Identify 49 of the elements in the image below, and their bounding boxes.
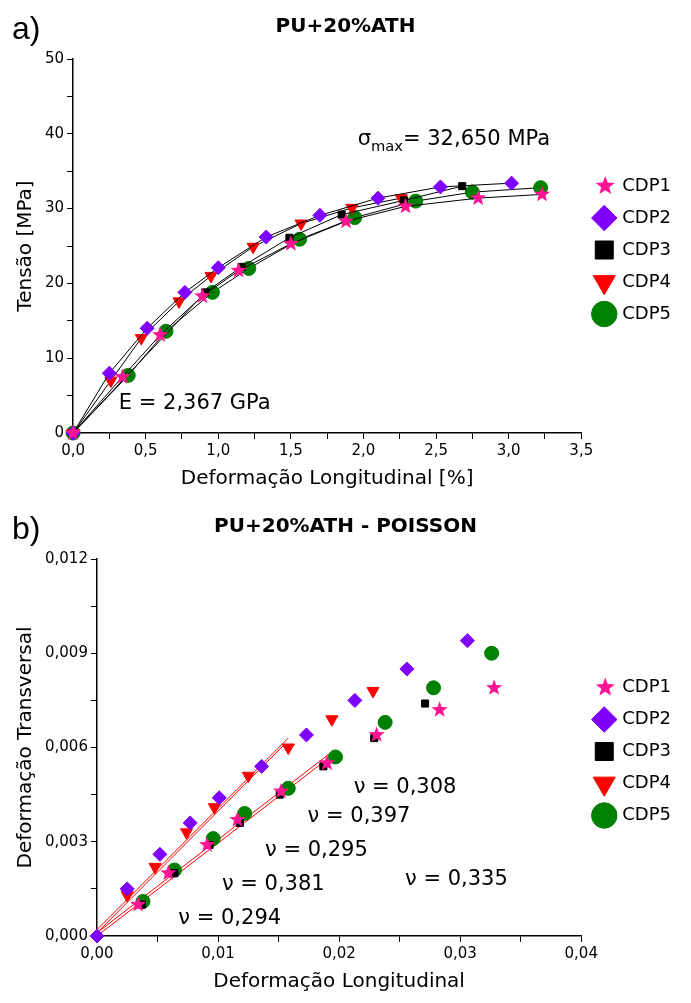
legend-label: CDP3 [622,739,672,761]
x-tick-label: 0,00 [80,943,114,962]
annotation: ν = 0,308 [353,773,457,798]
x-tick-label: 1,5 [278,440,303,459]
y-tick-label: 0,000 [44,925,88,944]
y-tick-label: 0,009 [44,643,88,662]
legend-label: CDP4 [622,771,672,793]
legend-label: CDP5 [622,803,672,825]
y-axis-title: Deformação Transversal [12,626,37,869]
y-tick-label: 10 [44,348,65,367]
y-tick-label: 0,003 [44,831,88,850]
y-axis-title: Tensão [MPa] [12,180,37,313]
y-tick-label: 0,012 [44,548,88,567]
x-tick-label: 3,5 [569,440,594,459]
legend-label: CDP3 [622,237,672,259]
x-axis-title: Deformação Longitudinal [%] [180,465,474,490]
legend-label: CDP2 [622,707,672,729]
x-tick-label: 0,01 [201,943,235,962]
legend-label: CDP1 [622,675,672,697]
x-tick-label: 2,0 [351,440,376,459]
legend-label: CDP1 [622,173,672,195]
x-tick-label: 0,03 [443,943,477,962]
x-tick-label: 1,0 [206,440,231,459]
x-tick-label: 0,04 [564,943,598,962]
x-tick-label: 0,5 [133,440,158,459]
y-tick-label: 40 [44,123,65,142]
annotation: ν = 0,335 [404,865,508,890]
y-tick-label: 50 [44,48,65,67]
chart-title: PU+20%ATH [275,13,416,38]
x-tick-label: 0,0 [61,440,86,459]
text: b) [12,509,41,546]
chart-title: PU+20%ATH - POISSON [214,513,477,538]
y-tick-label: 30 [44,198,65,217]
annotation: ν = 0,294 [178,905,282,930]
text: a) [12,9,41,46]
legend-label: CDP5 [622,301,672,323]
x-tick-label: 3,0 [496,440,521,459]
legend-label: CDP4 [622,269,672,291]
y-tick-label: 20 [44,273,65,292]
x-tick-label: 0,02 [322,943,356,962]
x-axis-title: Deformação Longitudinal [213,968,465,993]
x-tick-label: 2,5 [424,440,448,459]
annotation: ν = 0,397 [307,802,411,827]
annotation: ν = 0,295 [265,837,368,862]
y-tick-label: 0,006 [44,737,88,756]
annotation: ν = 0,381 [221,870,325,895]
y-tick-label: 0 [54,422,65,441]
annotation: E = 2,367 GPa [118,389,271,414]
legend-label: CDP2 [622,205,672,227]
